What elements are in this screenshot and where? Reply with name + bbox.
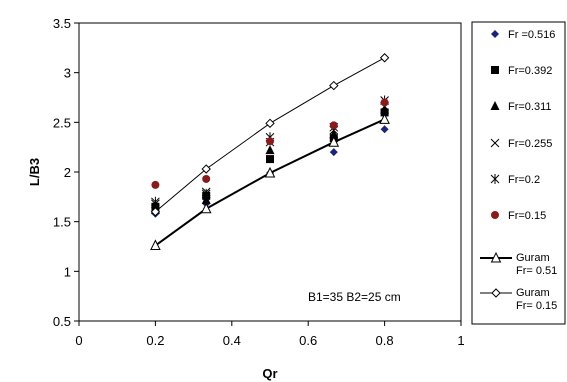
- data-point: [201, 188, 211, 199]
- data-point: [328, 136, 340, 147]
- series-6: [150, 113, 390, 251]
- data-point: [264, 166, 276, 178]
- data-point: [265, 118, 275, 129]
- data-point: [201, 164, 211, 174]
- x-tick-label: 1: [457, 333, 464, 348]
- x-tick-label: 0: [75, 333, 82, 348]
- legend-item-3: Fr=0.255: [490, 138, 552, 150]
- legend-label: Fr=0.392: [508, 65, 552, 77]
- y-tick-label: 1.5: [53, 215, 71, 230]
- legend-box: [471, 21, 566, 325]
- legend-marker: [491, 288, 501, 298]
- legend-item-2: Fr=0.311: [490, 101, 552, 113]
- x-axis-label: Qr: [262, 366, 277, 381]
- data-point: [150, 239, 161, 251]
- data-point: [329, 121, 338, 130]
- series-7: [150, 53, 390, 217]
- y-tick-label: 2.5: [53, 115, 71, 130]
- data-point: [380, 104, 390, 114]
- data-point: [329, 129, 339, 139]
- data-point: [200, 202, 212, 214]
- x-tick-label: 0.6: [299, 333, 317, 348]
- legend-marker: [491, 30, 499, 38]
- data-point: [150, 207, 161, 217]
- legend-marker: [490, 174, 500, 184]
- legend-marker: [490, 138, 500, 148]
- legend-marker: [490, 251, 502, 263]
- y-tick-label: 3: [64, 66, 71, 81]
- legend-label: Fr =0.516: [508, 29, 555, 41]
- legend-label: Fr=0.311: [508, 101, 552, 113]
- data-point: [329, 80, 339, 91]
- data-point: [379, 113, 390, 124]
- data-point: [265, 145, 275, 155]
- legend-marker: [490, 101, 500, 110]
- data-point: [202, 174, 211, 183]
- series-layer: [150, 53, 390, 251]
- x-tick-label: 0.2: [146, 333, 164, 348]
- legend-item-5: Fr=0.15: [491, 210, 546, 222]
- legend-item-1: Fr=0.392: [491, 65, 552, 77]
- legend-item-0: Fr =0.516: [491, 29, 555, 41]
- data-point: [151, 196, 160, 207]
- axes: 0 0.2 0.4 0.6 0.8 1 0.5 1 1.5 2 2.5 3 3.5: [53, 16, 465, 348]
- legend-label: Fr=0.255: [508, 138, 552, 150]
- data-point: [266, 137, 274, 146]
- legend-item-4: Fr=0.2: [490, 174, 540, 186]
- legend-marker: [491, 66, 499, 74]
- legend-label: Guram: [516, 287, 550, 299]
- legend-label: Fr=0.2: [508, 174, 540, 186]
- y-axis-label: L/B3: [27, 158, 42, 186]
- series-5: [151, 98, 389, 189]
- legend-marker: [491, 211, 499, 219]
- legend-label-2: Fr= 0.15: [516, 300, 557, 312]
- legend-label-2: Fr= 0.51: [516, 265, 557, 277]
- data-point: [151, 180, 160, 189]
- x-tick-label: 0.8: [376, 333, 394, 348]
- legend: Fr =0.516 Fr=0.392 Fr=0.311 Fr=0.255 Fr=0.2 F…: [480, 29, 557, 312]
- data-point: [201, 194, 211, 204]
- x-tick-label: 0.4: [223, 333, 241, 348]
- data-point: [380, 98, 389, 107]
- data-point: [379, 53, 390, 63]
- legend-label: Guram: [516, 252, 550, 264]
- y-tick-label: 0.5: [53, 314, 71, 329]
- data-point: [329, 148, 338, 157]
- y-tick-label: 2: [64, 165, 71, 180]
- legend-label: Fr=0.15: [508, 210, 546, 222]
- data-point: [266, 155, 274, 164]
- data-point: [380, 125, 389, 134]
- y-tick-label: 3.5: [53, 16, 71, 31]
- y-tick-label: 1: [64, 264, 71, 279]
- annotation: B1=35 B2=25 cm: [308, 290, 401, 304]
